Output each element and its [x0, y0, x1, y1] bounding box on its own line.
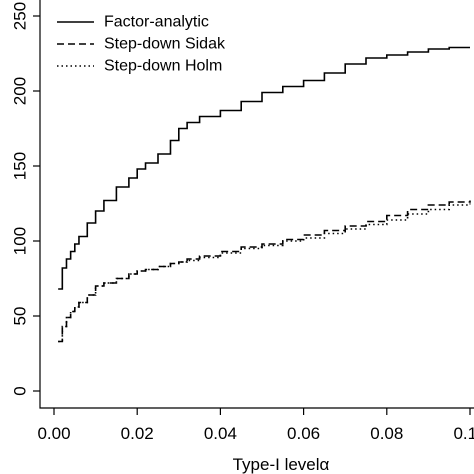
- series-line-step-down-holm: [58, 203, 471, 343]
- y-tick-label: 250: [11, 2, 30, 30]
- legend: Factor-analytic Step-down Sidak Step-down …: [57, 14, 226, 75]
- legend-label: Step-down Holm: [104, 58, 222, 75]
- plot-frame: [39, 0, 474, 409]
- axes: 0 50 100 150 200 250 0.00 0.02 0.04 0.06 0.08 0.10: [11, 0, 474, 443]
- x-tick-label: 0.10: [453, 424, 474, 443]
- x-tick-label: 0.08: [370, 424, 403, 443]
- x-tick-label: 0.02: [121, 424, 154, 443]
- x-tick-label: 0.00: [37, 424, 70, 443]
- y-tick-label: 0: [11, 386, 30, 395]
- series-line-factor-analytic: [58, 46, 470, 290]
- x-tick-label: 0.06: [287, 424, 320, 443]
- y-tick-label: 50: [11, 307, 30, 326]
- series-lines: [58, 46, 471, 343]
- series-line-step-down-sidak: [58, 200, 471, 343]
- x-axis-title: Type-I levelα: [233, 455, 330, 474]
- legend-label: Step-down Sidak: [104, 36, 226, 53]
- y-tick-label: 200: [11, 77, 30, 105]
- legend-label: Factor-analytic: [104, 14, 209, 31]
- y-tick-label: 150: [11, 152, 30, 180]
- y-tick-label: 100: [11, 227, 30, 255]
- x-tick-label: 0.04: [204, 424, 237, 443]
